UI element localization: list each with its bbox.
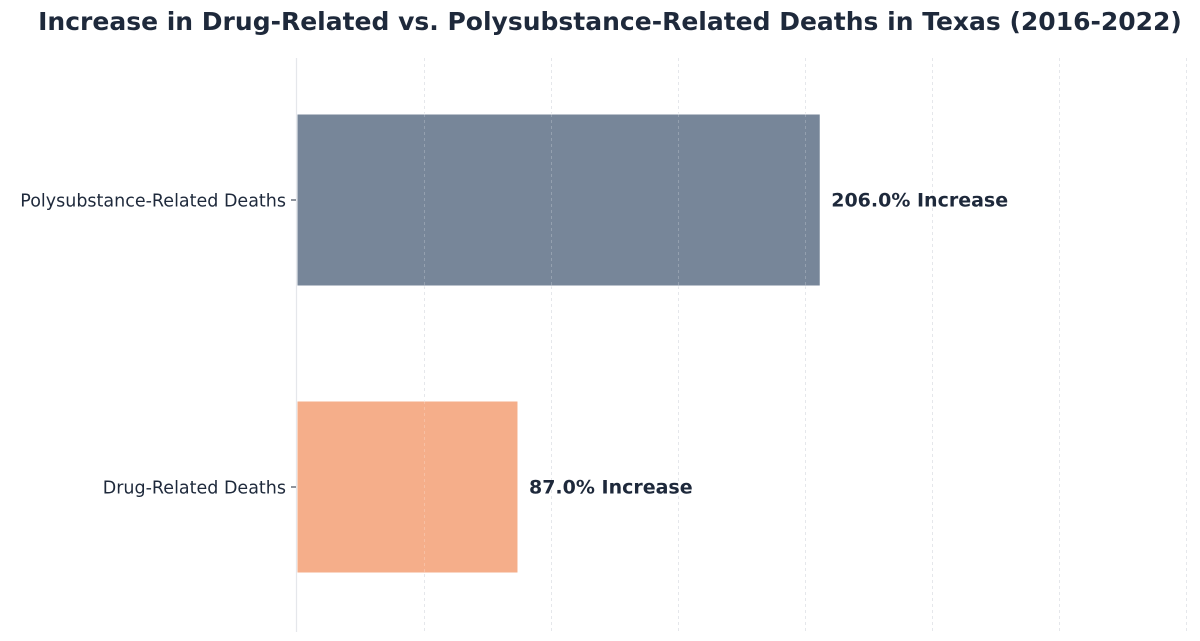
data-label: 206.0% Increase bbox=[831, 190, 1008, 212]
bar bbox=[296, 113, 821, 287]
category-label: Polysubstance-Related Deaths bbox=[20, 192, 286, 212]
category-label: Drug-Related Deaths bbox=[103, 479, 286, 499]
bars bbox=[296, 113, 821, 574]
bar-grid-overlay bbox=[424, 114, 806, 573]
labels: Polysubstance-Related Deaths 206.0% Incre… bbox=[20, 190, 1008, 499]
bar bbox=[296, 400, 519, 574]
chart-title: Increase in Drug-Related vs. Polysubstan… bbox=[38, 7, 1182, 36]
data-label: 87.0% Increase bbox=[529, 477, 693, 499]
